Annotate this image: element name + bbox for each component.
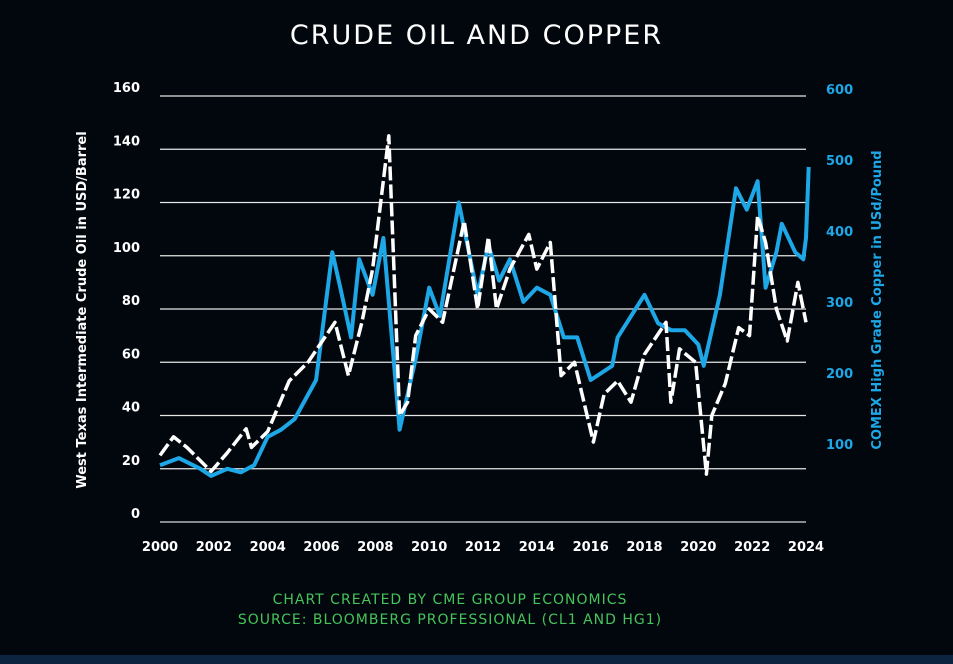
y2-tick-label: 300 (826, 296, 853, 311)
footer-credit: CHART CREATED BY CME GROUP ECONOMICS (272, 592, 628, 608)
y-tick-label: 120 (113, 188, 140, 203)
y2-tick-label: 400 (826, 225, 853, 240)
y-tick-label: 160 (113, 81, 140, 96)
x-tick-label: 2000 (142, 540, 178, 555)
copper-series-line (159, 166, 811, 478)
y2-tick-label: 500 (826, 154, 853, 169)
y2-axis-label: COMEX High Grade Copper in USd/Pound (870, 150, 885, 449)
x-tick-label: 2004 (250, 540, 286, 555)
x-tick-label: 2018 (626, 540, 662, 555)
x-tick-label: 2022 (734, 540, 770, 555)
y2-tick-label: 600 (826, 83, 853, 98)
window-bottom-strip (0, 655, 953, 664)
chart-title: CRUDE OIL AND COPPER (289, 20, 664, 51)
y2-tick-label: 100 (826, 438, 853, 453)
x-tick-label: 2024 (788, 540, 824, 555)
y-tick-label: 0 (131, 507, 140, 522)
x-tick-label: 2014 (519, 540, 555, 555)
y-tick-label: 60 (122, 347, 140, 362)
x-tick-label: 2010 (411, 540, 447, 555)
footer-source: SOURCE: BLOOMBERG PROFESSIONAL (CL1 AND … (237, 612, 663, 628)
x-tick-label: 2008 (357, 540, 393, 555)
y-tick-label: 140 (113, 134, 140, 149)
y-axis-label: West Texas Intermediate Crude Oil in USD… (75, 131, 90, 488)
x-tick-label: 2006 (303, 540, 339, 555)
y-tick-label: 40 (122, 401, 140, 416)
x-tick-label: 2016 (573, 540, 609, 555)
y2-tick-label: 200 (826, 367, 853, 382)
y-tick-label: 80 (122, 294, 140, 309)
x-tick-label: 2020 (680, 540, 716, 555)
y-tick-label: 20 (122, 454, 140, 469)
x-tick-label: 2002 (196, 540, 232, 555)
y-tick-label: 100 (113, 241, 140, 256)
oil-series-line (158, 134, 808, 476)
x-tick-label: 2012 (465, 540, 501, 555)
